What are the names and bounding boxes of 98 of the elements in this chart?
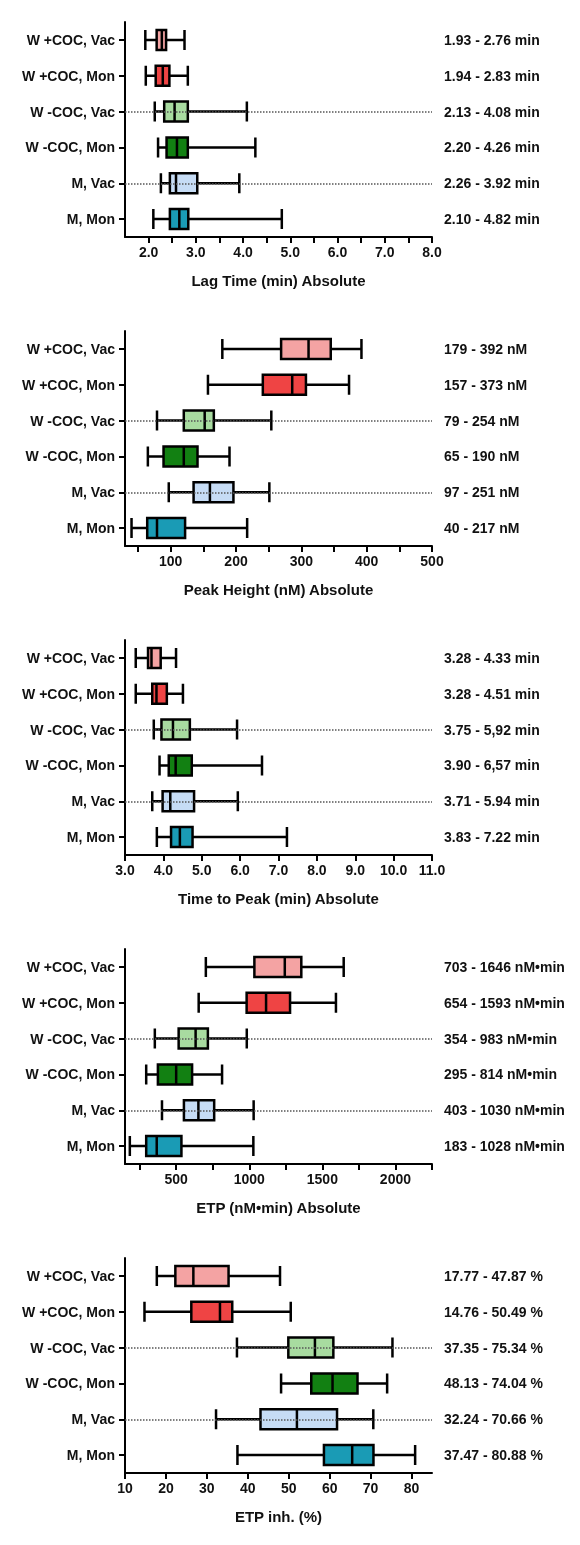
y-tick-label: W -COC, Vac [30, 412, 116, 429]
text: 295 - 814 nM•min [444, 1066, 558, 1083]
text: 403 - 1030 nM•min [444, 1102, 565, 1119]
y-tick-label: W +COC, Vac [26, 1267, 116, 1284]
x-axis-title: Lag Time (min) Absolute [191, 272, 366, 289]
y-tick-label: M, Mon [66, 1138, 115, 1155]
text: 179 - 392 nM [444, 340, 528, 357]
y-tick-label: W +COC, Vac [26, 340, 116, 357]
x-tick-label: 10 [117, 1480, 133, 1496]
y-tick-label: W -COC, Vac [30, 1030, 116, 1047]
text: 2.26 - 3.92 min [444, 175, 540, 192]
y-tick-label: W -COC, Mon [25, 1375, 115, 1392]
x-tick-label: 1500 [306, 1171, 339, 1187]
x-tick-label: 500 [164, 1171, 189, 1187]
text: 37.47 - 80.88 % [444, 1447, 543, 1464]
x-axis-title: ETP inh. (%) [234, 1508, 323, 1525]
text: 65 - 190 nM [444, 448, 520, 465]
y-tick-label: M, Mon [66, 829, 115, 846]
text: 354 - 983 nM•min [444, 1030, 558, 1047]
text: 32.24 - 70.66 % [444, 1411, 543, 1428]
y-tick-label: W +COC, Mon [22, 685, 115, 702]
x-tick-label: 60 [321, 1480, 338, 1496]
x-tick-label: 9.0 [345, 862, 366, 878]
text: 2.20 - 4.26 min [444, 139, 540, 156]
y-tick-label: W +COC, Mon [22, 376, 115, 393]
x-tick-label: 2.0 [138, 244, 159, 260]
x-tick-label: 5.0 [192, 862, 212, 878]
y-tick-label: W +COC, Mon [22, 1303, 115, 1320]
y-tick-label: M, Vac [71, 1102, 116, 1119]
y-tick-label: M, Vac [71, 484, 116, 501]
y-tick-label: W +COC, Mon [22, 994, 115, 1011]
text: 1.94 - 2.83 min [444, 67, 540, 84]
text: 703 - 1646 nM•min [444, 958, 565, 975]
x-tick-label: 4.0 [233, 244, 254, 260]
text: 3.90 - 6,57 min [444, 757, 540, 774]
y-tick-label: W -COC, Vac [30, 103, 116, 120]
x-tick-label: 7.0 [268, 862, 289, 878]
text: 2.10 - 4.82 min [444, 211, 540, 228]
y-tick-label: W -COC, Mon [25, 757, 115, 774]
text: 17.77 - 47.87 % [444, 1267, 543, 1284]
text: 1.93 - 2.76 min [444, 31, 540, 48]
x-tick-label: 70 [362, 1480, 379, 1496]
y-tick-label: M, Mon [66, 211, 115, 228]
y-tick-label: W +COC, Vac [26, 31, 116, 48]
x-tick-label: 10.0 [380, 862, 408, 878]
text: 37.35 - 75.34 % [444, 1339, 543, 1356]
x-tick-label: 400 [355, 553, 379, 569]
x-tick-label: 20 [158, 1480, 174, 1496]
x-tick-label: 100 [159, 553, 183, 569]
y-tick-label: M, Vac [71, 793, 116, 810]
text: 3.28 - 4.33 min [444, 649, 540, 666]
x-tick-label: 5.0 [280, 244, 301, 260]
text: 157 - 373 nM [444, 376, 528, 393]
y-tick-label: W -COC, Mon [25, 1066, 115, 1083]
x-tick-label: 4.0 [153, 862, 174, 878]
x-axis-title: Time to Peak (min) Absolute [178, 890, 379, 907]
x-tick-label: 300 [289, 553, 314, 569]
y-tick-label: W -COC, Vac [30, 721, 116, 738]
text: 97 - 251 nM [444, 484, 520, 501]
text: 2.13 - 4.08 min [444, 103, 540, 120]
y-tick-label: W +COC, Mon [22, 67, 115, 84]
x-tick-label: 80 [403, 1480, 420, 1496]
y-tick-label: M, Vac [71, 175, 116, 192]
y-tick-label: M, Vac [71, 1411, 116, 1428]
x-tick-label: 6.0 [327, 244, 348, 260]
x-tick-label: 3.0 [186, 244, 206, 260]
y-tick-label: W -COC, Mon [25, 139, 115, 156]
x-tick-label: 6.0 [230, 862, 251, 878]
text: 654 - 1593 nM•min [444, 994, 565, 1011]
text: 40 - 217 nM [444, 520, 520, 537]
text: 3.75 - 5,92 min [444, 721, 540, 738]
text: 3.83 - 7.22 min [444, 829, 540, 846]
x-axis-title: ETP (nM•min) Absolute [196, 1199, 361, 1216]
y-tick-label: W -COC, Mon [25, 448, 115, 465]
text: 14.76 - 50.49 % [444, 1303, 543, 1320]
x-axis-title: Peak Height (nM) Absolute [183, 581, 374, 598]
text: 3.71 - 5.94 min [444, 793, 540, 810]
x-tick-label: 2000 [379, 1171, 412, 1187]
text: 79 - 254 nM [444, 412, 520, 429]
x-tick-label: 3.0 [115, 862, 135, 878]
text: 48.13 - 74.04 % [444, 1375, 543, 1392]
x-tick-label: 1000 [233, 1171, 266, 1187]
y-tick-label: W +COC, Vac [26, 958, 116, 975]
x-tick-label: 40 [240, 1480, 256, 1496]
text: 183 - 1028 nM•min [444, 1138, 565, 1155]
x-tick-label: 8.0 [307, 862, 327, 878]
x-tick-label: 11.0 [418, 862, 446, 878]
text: 3.28 - 4.51 min [444, 685, 540, 702]
y-tick-label: M, Mon [66, 1447, 115, 1464]
x-tick-label: 500 [420, 553, 444, 569]
y-tick-label: W -COC, Vac [30, 1339, 116, 1356]
x-tick-label: 30 [199, 1480, 215, 1496]
x-tick-label: 8.0 [422, 244, 442, 260]
y-tick-label: M, Mon [66, 520, 115, 537]
x-tick-label: 7.0 [375, 244, 395, 260]
y-tick-label: W +COC, Vac [26, 649, 116, 666]
x-tick-label: 200 [224, 553, 248, 569]
x-tick-label: 50 [280, 1480, 297, 1496]
